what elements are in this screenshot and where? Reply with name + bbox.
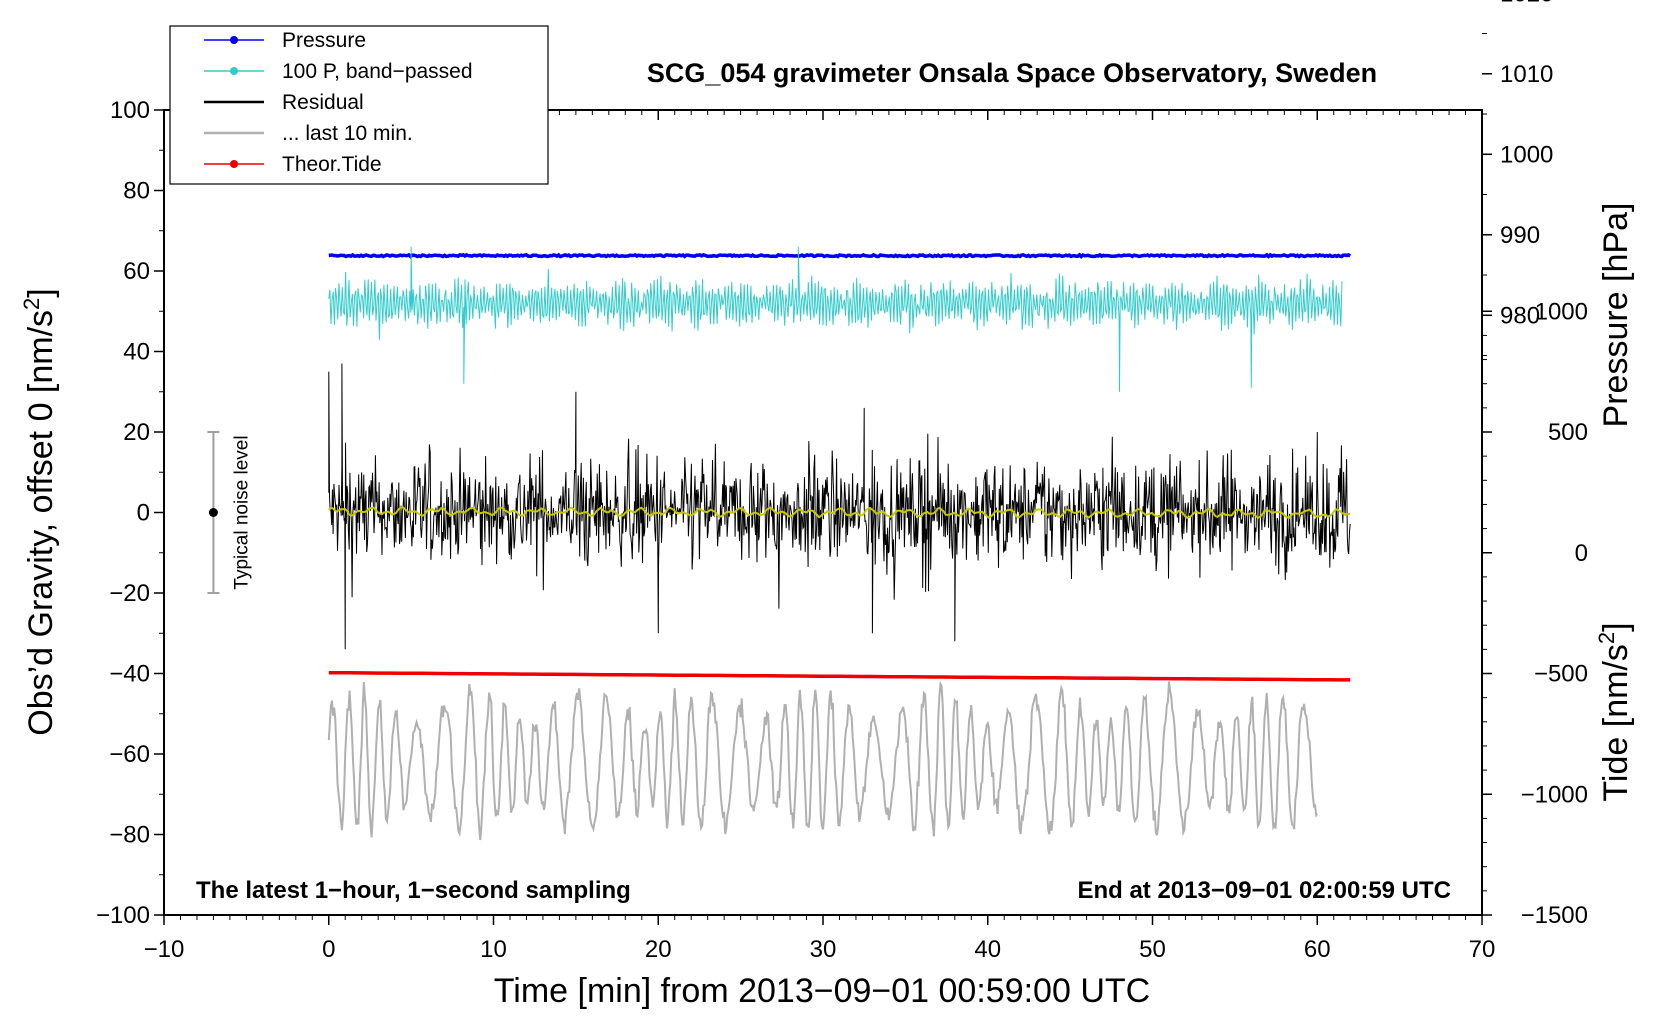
legend-marker bbox=[230, 160, 238, 168]
y-tick-label-left: −40 bbox=[109, 661, 150, 688]
y-axis-left-title-text: Obs’d Gravity, offset 0 [nm/s bbox=[22, 310, 60, 736]
y-axis-tide-title: Tide [nm/s2] bbox=[1594, 622, 1635, 801]
y-tick-label-left: −100 bbox=[96, 902, 150, 929]
y-tick-label-left: −80 bbox=[109, 822, 150, 849]
y-axis-left-title-sup: 2 bbox=[19, 298, 44, 310]
legend-label: ... last 10 min. bbox=[282, 122, 413, 145]
typical-noise-bar: Typical noise level bbox=[207, 431, 252, 594]
x-tick-label: 20 bbox=[645, 936, 672, 963]
x-axis-title: Time [min] from 2013−09−01 00:59:00 UTC bbox=[494, 972, 1150, 1010]
x-tick-label: 60 bbox=[1304, 936, 1331, 963]
annotation-end-time: End at 2013−09−01 02:00:59 UTC bbox=[1077, 877, 1451, 904]
y-tick-label-left: 100 bbox=[110, 97, 150, 124]
data-series bbox=[327, 246, 1352, 841]
y-tick-label-left: 20 bbox=[123, 419, 150, 446]
y-axis-tide-title-text: Tide [nm/s bbox=[1597, 644, 1635, 801]
series-smoothed-residual bbox=[328, 506, 1351, 520]
y-axis-left-title: Obs’d Gravity, offset 0 [nm/s2] bbox=[19, 288, 60, 735]
pressure-tick-label: 980 bbox=[1500, 302, 1540, 329]
y-axis-tide-title-sup: 2 bbox=[1594, 632, 1619, 644]
tide-tick-label: −1000 bbox=[1521, 781, 1588, 808]
tide-tick-label: 1000 bbox=[1535, 298, 1588, 325]
x-tick-label: 30 bbox=[810, 936, 837, 963]
x-tick-label: 70 bbox=[1469, 936, 1496, 963]
x-tick-label: −10 bbox=[144, 936, 185, 963]
tide-tick-label: 0 bbox=[1575, 540, 1588, 567]
tide-tick-label: −1500 bbox=[1521, 902, 1588, 929]
pressure-tick-label: 990 bbox=[1500, 222, 1540, 249]
y-tick-label-left: 80 bbox=[123, 178, 150, 205]
y-tick-label-left: 60 bbox=[123, 258, 150, 285]
y-tick-label-left: 40 bbox=[123, 339, 150, 366]
legend-marker bbox=[230, 36, 238, 44]
pressure-tick-label: 1010 bbox=[1500, 61, 1553, 88]
axis-ticks: −10 0 10 20 30 40 50 60 70100806040200−20−40−60−… bbox=[96, 0, 1588, 963]
x-tick-label: 0 bbox=[322, 936, 335, 963]
series-pressure bbox=[328, 252, 1352, 259]
legend-box bbox=[169, 25, 549, 185]
y-axis-left-title-close: ] bbox=[22, 288, 60, 297]
legend-label: Theor.Tide bbox=[282, 153, 382, 176]
series-last-10-min bbox=[327, 680, 1319, 841]
y-tick-label-left: −60 bbox=[109, 741, 150, 768]
x-tick-label: 40 bbox=[974, 936, 1001, 963]
y-axis-tide-title-close: ] bbox=[1597, 622, 1635, 631]
tide-tick-label: 500 bbox=[1548, 419, 1588, 446]
series-residual bbox=[328, 363, 1351, 650]
legend-label: 100 P, band−passed bbox=[282, 60, 473, 83]
pressure-tick-label: 1000 bbox=[1500, 141, 1553, 168]
series-theoretical-tide bbox=[328, 670, 1351, 682]
legend-label: Pressure bbox=[282, 29, 366, 52]
y-tick-label-left: 0 bbox=[137, 500, 150, 527]
series-band-passed-pressure bbox=[328, 246, 1343, 392]
chart-title: SCG_054 gravimeter Onsala Space Observat… bbox=[647, 58, 1377, 88]
legend-label: Residual bbox=[282, 91, 364, 114]
y-tick-label-left: −20 bbox=[109, 580, 150, 607]
y-axis-pressure-title: Pressure [hPa] bbox=[1597, 203, 1635, 428]
legend-marker bbox=[230, 67, 238, 75]
noise-bar-label: Typical noise level bbox=[231, 435, 252, 589]
tide-tick-label: −500 bbox=[1534, 661, 1588, 688]
legend: Pressure 100 P, band−passed Residual ... la… bbox=[169, 25, 549, 185]
x-tick-label: 50 bbox=[1139, 936, 1166, 963]
annotation-sampling: The latest 1−hour, 1−second sampling bbox=[196, 877, 631, 904]
x-tick-label: 10 bbox=[480, 936, 507, 963]
noise-bar-center bbox=[208, 508, 218, 517]
